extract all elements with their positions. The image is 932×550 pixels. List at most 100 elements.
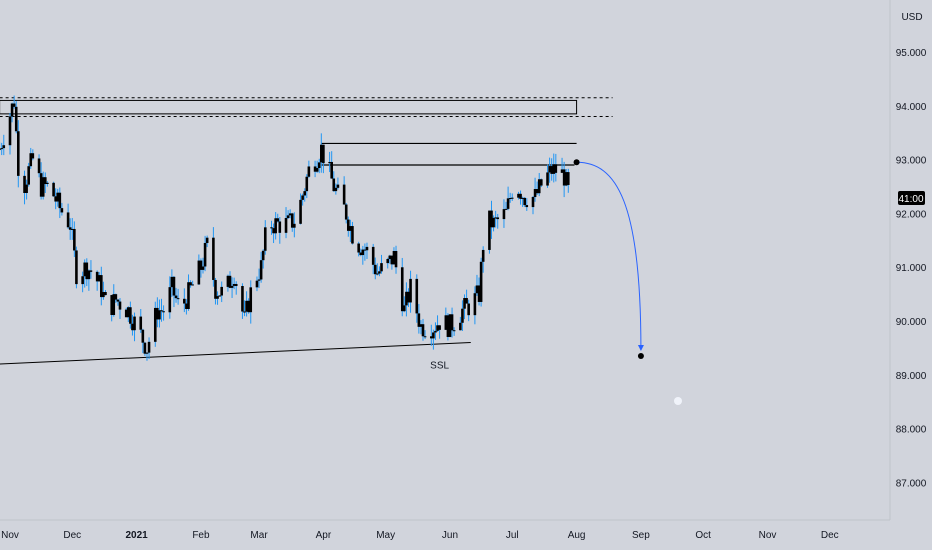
- price-axis[interactable]: USD 95.000 94.000 93.000 92.000 91.000 90.000…: [896, 12, 927, 489]
- candle-body: [201, 266, 205, 270]
- y-tick-label: 91.000: [896, 263, 927, 274]
- candle-body: [415, 278, 419, 314]
- candle-body: [139, 316, 143, 330]
- y-tick-label: 90.000: [896, 317, 927, 328]
- candle-body: [317, 162, 321, 169]
- projection-arrowhead: [637, 344, 644, 351]
- candle-body: [234, 283, 238, 287]
- candle-body: [564, 172, 568, 186]
- candle-body: [189, 282, 192, 286]
- candle-body: [68, 227, 72, 230]
- candle-body: [81, 276, 84, 285]
- x-tick-label: Jul: [506, 530, 519, 541]
- candle-body: [70, 228, 74, 230]
- candle-body: [124, 309, 128, 318]
- candle-body: [270, 227, 273, 229]
- candle-body: [46, 182, 49, 185]
- candle-body: [444, 315, 448, 330]
- candle-body: [191, 284, 194, 286]
- candle-body: [100, 275, 103, 298]
- ssl-label[interactable]: SSL: [430, 361, 449, 372]
- candle-body: [87, 270, 91, 280]
- candle-body: [145, 352, 149, 354]
- candle-body: [332, 178, 336, 192]
- candle-body: [390, 255, 394, 265]
- candle-body: [344, 204, 348, 220]
- candle-body: [562, 169, 566, 186]
- candle-body: [349, 226, 352, 231]
- candle-body: [504, 208, 508, 210]
- candle-body: [357, 243, 360, 253]
- candle-body: [293, 223, 296, 228]
- x-tick-label: Apr: [316, 530, 332, 541]
- candle-body: [114, 294, 118, 300]
- candle-body: [475, 285, 479, 294]
- candle-body: [510, 197, 514, 199]
- candle-body: [533, 189, 537, 198]
- candles-layer: [0, 95, 570, 361]
- candle-body: [29, 153, 33, 167]
- candle-body: [75, 250, 78, 285]
- candle-body: [104, 292, 107, 296]
- candle-body: [351, 226, 354, 244]
- candle-body: [540, 179, 543, 186]
- candle-body: [407, 291, 410, 303]
- candle-body: [400, 267, 404, 312]
- candle-body: [409, 278, 412, 303]
- candle-body: [373, 264, 377, 275]
- candle-body: [162, 311, 165, 313]
- candle-body: [537, 179, 541, 194]
- candle-body: [73, 228, 76, 251]
- candle-body: [365, 246, 369, 251]
- drawings-layer: [0, 97, 613, 365]
- candle-body: [284, 218, 288, 233]
- candle-body: [301, 195, 304, 200]
- candle-body: [170, 276, 174, 288]
- candle-body: [336, 184, 340, 188]
- candle-body: [521, 197, 524, 199]
- candle-body: [153, 307, 157, 342]
- candle-body: [131, 323, 134, 331]
- candle-body: [255, 280, 259, 288]
- candle-body: [463, 298, 466, 309]
- candle-body: [199, 260, 203, 270]
- candle-body: [299, 199, 302, 224]
- ssl-trendline[interactable]: [0, 342, 471, 365]
- projection-start-point[interactable]: [573, 159, 580, 166]
- candle-body: [363, 249, 367, 251]
- y-tick-label: 87.000: [896, 478, 927, 489]
- candle-body: [481, 249, 485, 262]
- projection-end-point[interactable]: [637, 352, 644, 359]
- candle-body: [95, 271, 99, 282]
- candle-body: [58, 192, 62, 209]
- projection-curve[interactable]: [576, 161, 642, 350]
- candle-body: [417, 313, 421, 327]
- candle-body: [66, 212, 70, 228]
- candle-body: [305, 176, 309, 192]
- time-axis[interactable]: Nov Dec 2021 Feb Mar Apr May Jun Jul Aug Sep Oct Nov…: [1, 530, 839, 541]
- candle-body: [187, 282, 190, 309]
- candle-body: [434, 330, 437, 333]
- candle-body: [288, 213, 292, 216]
- candle-body: [328, 161, 331, 164]
- candle-body: [554, 164, 558, 173]
- candle-body: [156, 307, 159, 320]
- price-badge-text: 41:00: [898, 194, 923, 205]
- y-tick-label: 93.000: [896, 156, 927, 167]
- candle-body: [550, 166, 553, 174]
- candle-body: [8, 116, 12, 146]
- supply-zone-box[interactable]: [0, 99, 578, 115]
- candle-body: [274, 218, 277, 234]
- candle-body: [83, 262, 87, 277]
- candle-body: [473, 293, 477, 316]
- candle-body: [531, 197, 535, 208]
- candle-body: [228, 275, 232, 288]
- candle-body: [247, 300, 250, 313]
- candle-body: [168, 287, 172, 313]
- candle-body: [160, 310, 163, 312]
- candle-body: [546, 172, 549, 186]
- candle-body: [25, 184, 28, 193]
